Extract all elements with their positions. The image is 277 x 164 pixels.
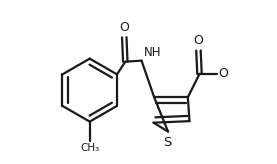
Text: O: O <box>194 34 203 47</box>
Text: O: O <box>119 21 129 34</box>
Text: NH: NH <box>143 46 161 59</box>
Text: S: S <box>163 136 171 149</box>
Text: CH₃: CH₃ <box>80 143 99 153</box>
Text: O: O <box>218 67 228 80</box>
